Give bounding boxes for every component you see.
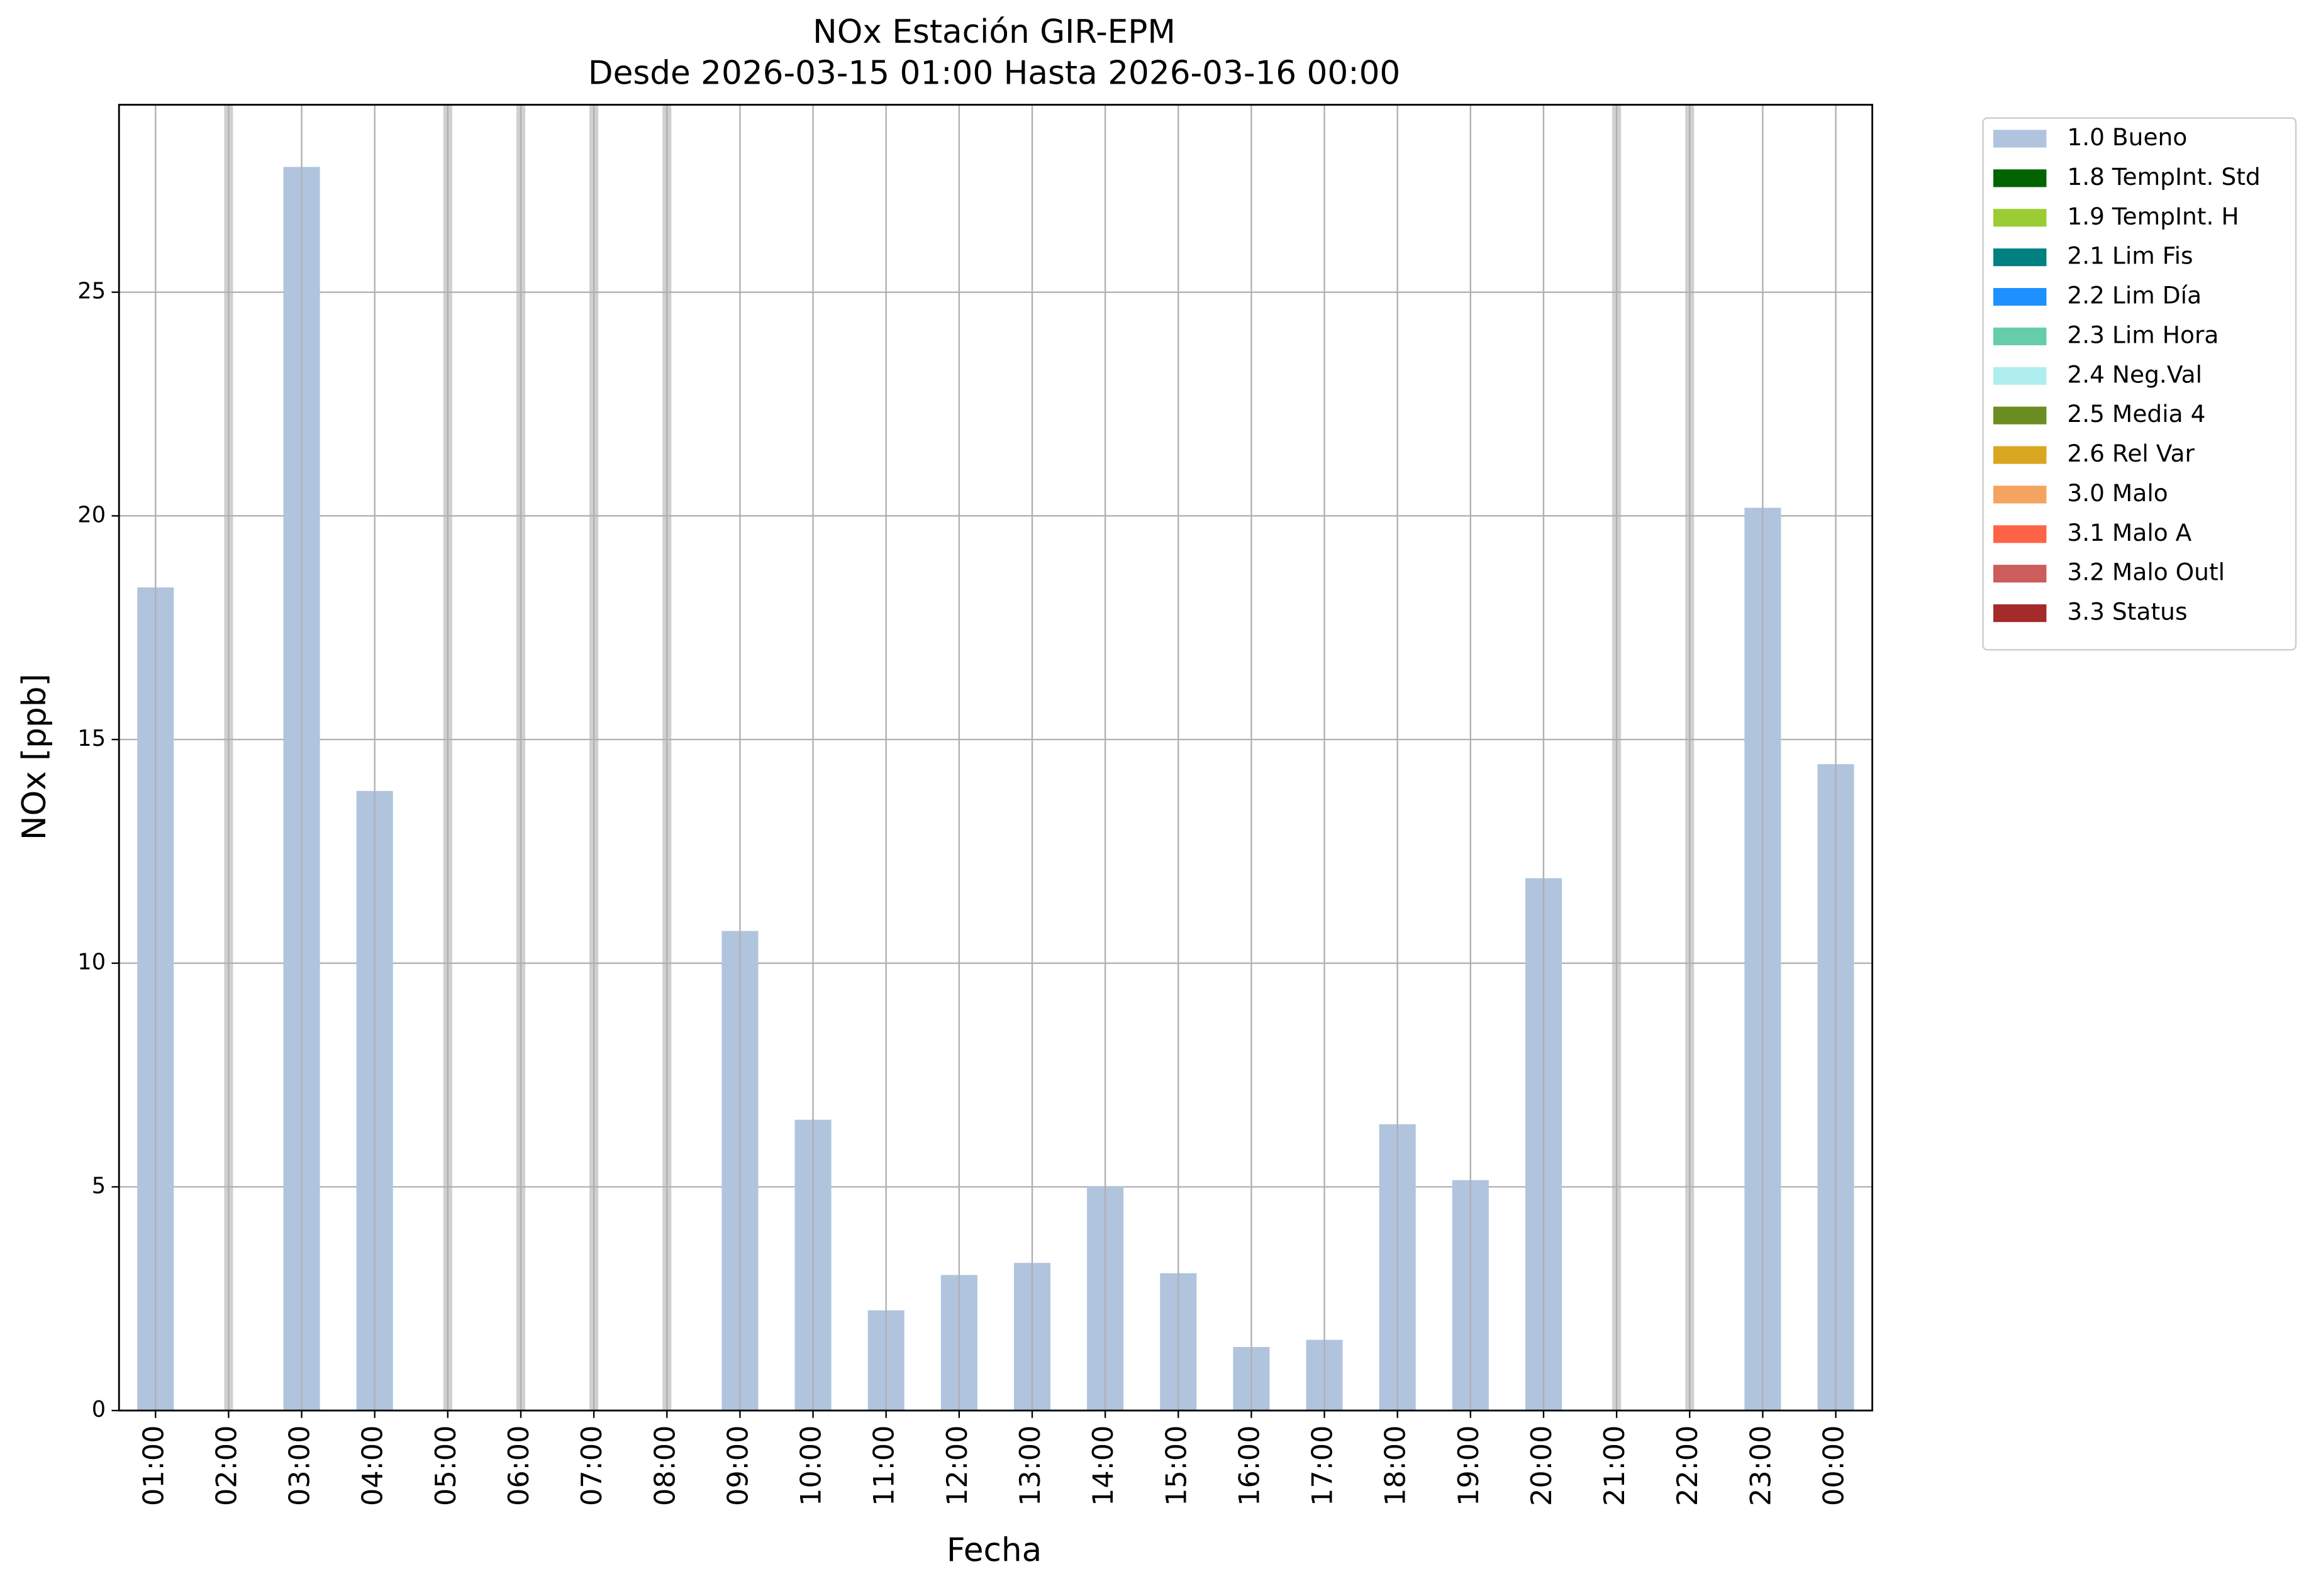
x-tick-label: 23:00 (1744, 1426, 1777, 1506)
x-tick-label: 08:00 (649, 1426, 681, 1506)
x-tick-label: 06:00 (503, 1426, 535, 1506)
legend-label: 2.5 Media 4 (2067, 400, 2205, 428)
legend-label: 2.1 Lim Fis (2067, 242, 2193, 270)
x-tick-label: 15:00 (1160, 1426, 1193, 1506)
x-tick-label: 17:00 (1306, 1426, 1339, 1506)
legend-label: 3.0 Malo (2067, 479, 2168, 507)
y-axis-label: NOx [ppb] (16, 673, 53, 840)
x-axis-label: Fecha (947, 1531, 1042, 1569)
legend-swatch (1993, 446, 2047, 464)
x-tick-label: 20:00 (1525, 1426, 1558, 1506)
legend-swatch (1993, 367, 2047, 385)
x-tick-label: 12:00 (941, 1426, 974, 1506)
legend-label: 1.8 TempInt. Std (2067, 163, 2260, 191)
legend-label: 3.3 Status (2067, 598, 2187, 626)
x-tick-label: 11:00 (868, 1426, 901, 1506)
legend-label: 2.6 Rel Var (2067, 440, 2195, 467)
legend-label: 3.2 Malo Outl (2067, 558, 2225, 586)
legend-label: 1.9 TempInt. H (2067, 202, 2239, 230)
legend-swatch (1993, 169, 2047, 187)
x-tick-label: 14:00 (1087, 1426, 1120, 1506)
legend-swatch (1993, 248, 2047, 267)
x-tick-label: 16:00 (1233, 1426, 1266, 1506)
x-tick-label: 22:00 (1671, 1426, 1704, 1506)
legend-label: 2.4 Neg.Val (2067, 360, 2202, 388)
legend-swatch (1993, 327, 2047, 346)
legend-label: 1.0 Bueno (2067, 123, 2187, 151)
legend-swatch (1993, 406, 2047, 424)
x-tick-label: 00:00 (1818, 1426, 1851, 1506)
x-tick-label: 13:00 (1014, 1426, 1047, 1506)
legend-swatch (1993, 525, 2047, 543)
chart-subtitle: Desde 2026-03-15 01:00 Hasta 2026-03-16 … (588, 55, 1400, 92)
legend-swatch (1993, 209, 2047, 227)
legend-label: 2.2 Lim Día (2067, 282, 2202, 309)
y-tick-label: 0 (92, 1397, 106, 1422)
y-tick-label: 25 (77, 279, 106, 304)
x-tick-label: 05:00 (430, 1426, 462, 1506)
legend-label: 3.1 Malo A (2067, 519, 2191, 546)
x-tick-label: 03:00 (284, 1426, 316, 1506)
y-tick-label: 5 (92, 1173, 106, 1199)
legend-swatch (1993, 130, 2047, 148)
x-tick-label: 04:00 (357, 1426, 389, 1506)
y-tick-label: 15 (77, 726, 106, 751)
y-tick-label: 20 (77, 502, 106, 528)
legend-swatch (1993, 604, 2047, 623)
legend-swatch (1993, 287, 2047, 306)
x-tick-label: 07:00 (576, 1426, 608, 1506)
x-tick-label: 21:00 (1598, 1426, 1631, 1506)
x-tick-label: 01:00 (137, 1426, 170, 1506)
y-tick-label: 10 (77, 950, 106, 975)
x-tick-label: 19:00 (1452, 1426, 1485, 1506)
legend-box (1982, 117, 2297, 651)
x-tick-label: 10:00 (795, 1426, 828, 1506)
legend-swatch (1993, 565, 2047, 583)
x-tick-label: 09:00 (721, 1426, 754, 1506)
x-tick-label: 02:00 (210, 1426, 243, 1506)
plot-frame (118, 104, 1874, 1412)
x-tick-label: 18:00 (1379, 1426, 1412, 1506)
legend-swatch (1993, 485, 2047, 504)
legend-label: 2.3 Lim Hora (2067, 321, 2219, 348)
chart-title: NOx Estación GIR-EPM (813, 13, 1176, 51)
